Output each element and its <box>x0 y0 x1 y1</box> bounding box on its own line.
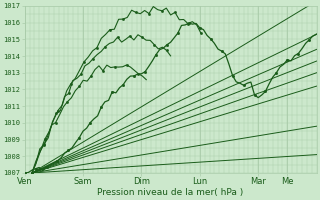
X-axis label: Pression niveau de la mer( hPa ): Pression niveau de la mer( hPa ) <box>98 188 244 197</box>
